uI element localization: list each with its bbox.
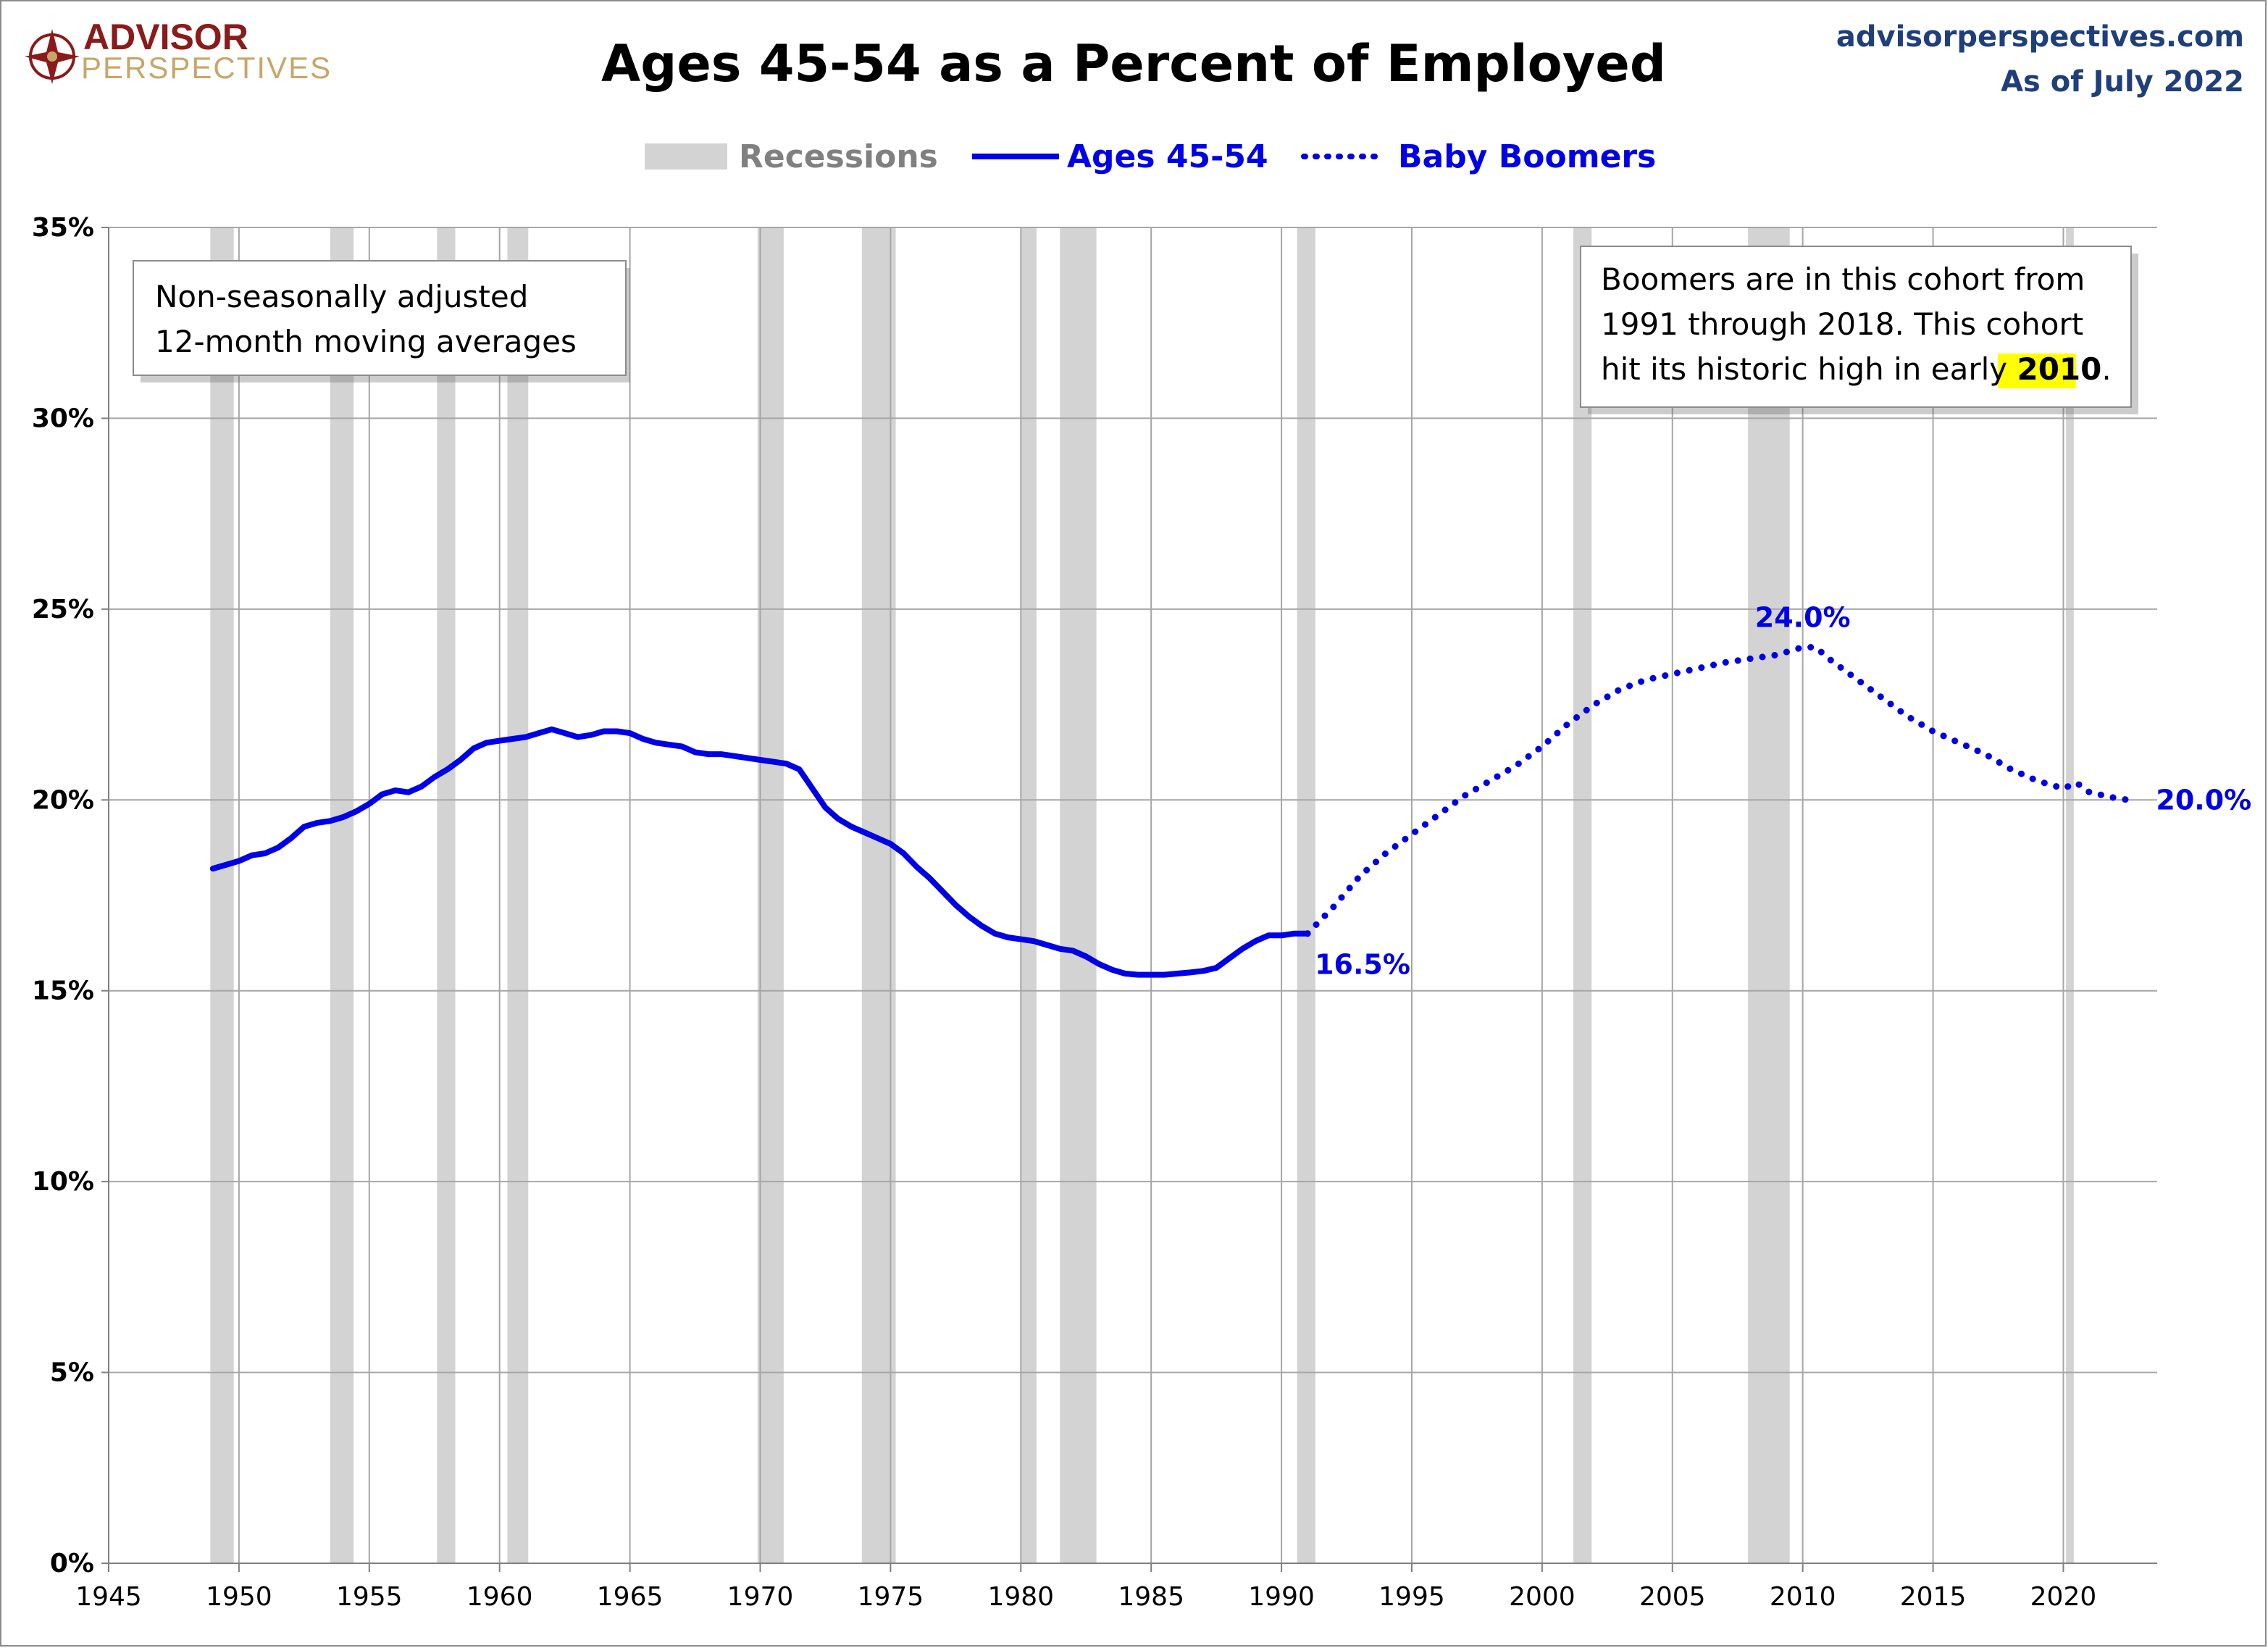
y-tick-label-25: 25% bbox=[32, 595, 94, 624]
y-tick-label-15: 15% bbox=[32, 976, 94, 1006]
series-line-ages-45-54 bbox=[209, 726, 1311, 978]
note-left-line2: 12-month moving averages bbox=[155, 324, 577, 359]
brand-name-line1: ADVISOR bbox=[83, 17, 248, 57]
series: 16.5% 24.0% 20.0% bbox=[209, 602, 2251, 981]
y-tick-label-30: 30% bbox=[32, 403, 94, 433]
note-right-line2: 1991 through 2018. This cohort bbox=[1601, 306, 2083, 342]
compass-icon bbox=[25, 29, 80, 84]
x-tick-label-2005: 2005 bbox=[1639, 1582, 1706, 1612]
recession-band-8 bbox=[1060, 227, 1097, 1563]
note-right-line1: Boomers are in this cohort from bbox=[1601, 262, 2085, 297]
x-tick-label-1990: 1990 bbox=[1248, 1582, 1315, 1612]
recession-band-10 bbox=[1573, 227, 1592, 1563]
x-tick-label-1950: 1950 bbox=[206, 1582, 272, 1612]
chart-title: Ages 45-54 as a Percent of Employed bbox=[601, 34, 1666, 93]
annotation-label-2: 24.0% bbox=[1755, 602, 1851, 634]
note-right-line3-year: 2010 bbox=[2017, 351, 2101, 387]
note-right-line3-suffix: . bbox=[2101, 351, 2111, 387]
note-box-left: Non-seasonally adjusted 12-month moving … bbox=[133, 260, 630, 382]
legend-label-ages: Ages 45-54 bbox=[1067, 138, 1268, 175]
y-tick-label-0: 0% bbox=[50, 1549, 94, 1578]
legend-label-boomers: Baby Boomers bbox=[1398, 138, 1656, 175]
recession-band-11 bbox=[1748, 227, 1790, 1563]
recession-band-5 bbox=[757, 227, 784, 1563]
recession-band-3 bbox=[437, 227, 456, 1563]
x-tick-label-1965: 1965 bbox=[597, 1582, 664, 1612]
note-box-right: Boomers are in this cohort from 1991 thr… bbox=[1580, 246, 2138, 414]
x-tick-label-1995: 1995 bbox=[1378, 1582, 1445, 1612]
legend-recession-swatch bbox=[645, 143, 727, 170]
x-tick-label-2015: 2015 bbox=[1900, 1582, 1967, 1612]
recession-band-9 bbox=[1297, 227, 1315, 1563]
x-tick-label-1970: 1970 bbox=[727, 1582, 794, 1612]
recession-band-7 bbox=[1021, 227, 1037, 1563]
x-tick-label-2010: 2010 bbox=[1770, 1582, 1836, 1612]
recession-band-2 bbox=[330, 227, 354, 1563]
x-tick-label-2020: 2020 bbox=[2030, 1582, 2097, 1612]
recession-bands bbox=[210, 227, 2074, 1563]
note-left-line1: Non-seasonally adjusted bbox=[155, 279, 528, 314]
x-tick-label-1975: 1975 bbox=[858, 1582, 924, 1612]
as-of-date: As of July 2022 bbox=[2001, 65, 2244, 99]
x-tick-label-1960: 1960 bbox=[466, 1582, 533, 1612]
axes: 0% 5% 10% 15% 20% 25% 30% 35% 1945 1950 1955 1960 19… bbox=[32, 213, 2157, 1612]
x-tick-label-1980: 1980 bbox=[987, 1582, 1054, 1612]
site-url: advisorperspectives.com bbox=[1836, 20, 2244, 54]
note-right-line3-prefix: hit its historic high in early bbox=[1601, 351, 2017, 387]
legend: Recessions Ages 45-54 Baby Boomers bbox=[645, 138, 1656, 175]
y-tick-label-20: 20% bbox=[32, 785, 94, 815]
brand-name-line2: PERSPECTIVES bbox=[81, 51, 332, 85]
highlight-2010 bbox=[1998, 354, 2076, 388]
annotation-label-1: 16.5% bbox=[1315, 949, 1410, 981]
x-tick-label-1985: 1985 bbox=[1118, 1582, 1184, 1612]
x-tick-label-1945: 1945 bbox=[75, 1582, 142, 1612]
legend-label-recessions: Recessions bbox=[739, 138, 938, 175]
x-tick-label-2000: 2000 bbox=[1509, 1582, 1576, 1612]
recession-band-1 bbox=[210, 227, 234, 1563]
y-tick-label-10: 10% bbox=[32, 1167, 94, 1197]
recession-band-12 bbox=[2066, 227, 2074, 1563]
grid bbox=[109, 227, 2157, 1563]
recession-band-4 bbox=[507, 227, 529, 1563]
y-tick-label-5: 5% bbox=[50, 1358, 94, 1388]
series-line-baby-boomers bbox=[1304, 644, 2132, 937]
annotation-label-3: 20.0% bbox=[2156, 784, 2251, 816]
y-tick-label-35: 35% bbox=[32, 213, 94, 243]
x-tick-label-1955: 1955 bbox=[336, 1582, 403, 1612]
brand-logo: ADVISOR PERSPECTIVES bbox=[25, 17, 332, 85]
note-right-line3: hit its historic high in early 2010. bbox=[1601, 351, 2112, 387]
